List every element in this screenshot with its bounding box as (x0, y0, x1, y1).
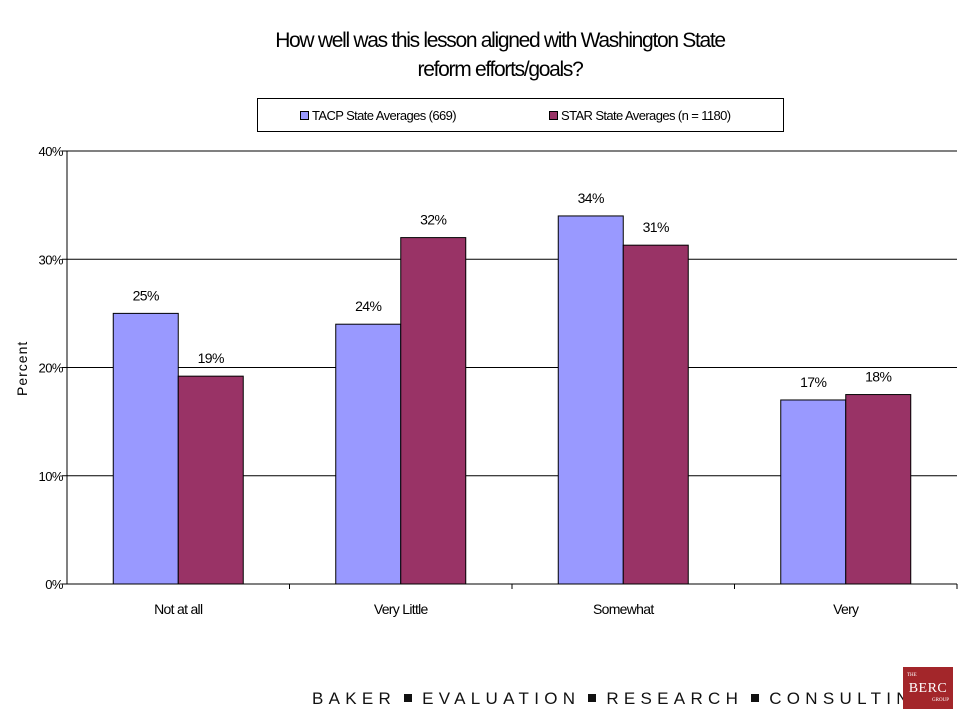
bar (112, 312, 179, 585)
bar (845, 394, 912, 585)
logo-bottom-text: GROUP (932, 698, 949, 703)
footer-word-consulting: CONSULTING (769, 689, 933, 708)
legend-label-tacp: TACP State Averages (669) (312, 108, 457, 123)
data-label: 24% (355, 298, 381, 314)
bar (780, 399, 847, 585)
berc-logo: THE BERC GROUP (903, 667, 953, 709)
y-tick-label: 20% (38, 361, 63, 376)
legend-item-star: STAR State Averages (n = 1180) (549, 108, 731, 123)
x-tick-label: Somewhat (593, 601, 654, 617)
footer-separator-icon (588, 694, 597, 703)
chart-title: How well was this lesson aligned with Wa… (200, 26, 800, 84)
footer-separator-icon (404, 694, 413, 703)
data-label: 31% (643, 219, 669, 235)
chart-title-line-1: How well was this lesson aligned with Wa… (275, 29, 726, 52)
chart-title-line-2: reform efforts/goals? (417, 58, 584, 81)
footer-word-research: RESEARCH (606, 689, 744, 708)
footer-word-baker: BAKER (312, 689, 397, 708)
legend-label-star: STAR State Averages (n = 1180) (561, 108, 731, 123)
y-tick-label: 0% (45, 577, 64, 592)
x-tick-label: Very Little (374, 601, 429, 617)
logo-top-text: THE (907, 673, 917, 678)
legend-item-tacp: TACP State Averages (669) (300, 108, 457, 123)
bar (622, 244, 689, 585)
chart-legend: TACP State Averages (669) STAR State Ave… (257, 98, 784, 132)
legend-swatch-star (549, 111, 558, 120)
y-tick-label: 40% (38, 144, 63, 159)
x-tick-label: Not at all (154, 601, 203, 617)
company-footer: BAKER EVALUATION RESEARCH CONSULTING (312, 689, 932, 709)
data-label: 17% (800, 374, 826, 390)
data-label: 19% (198, 350, 224, 366)
data-label: 32% (420, 212, 446, 228)
footer-word-evaluation: EVALUATION (422, 689, 581, 708)
y-tick-label: 30% (38, 252, 63, 267)
bar (557, 215, 624, 585)
data-label: 25% (133, 287, 159, 303)
legend-swatch-tacp (300, 111, 309, 120)
bar (400, 237, 467, 585)
x-tick-label: Very (833, 601, 859, 617)
data-label: 18% (865, 369, 891, 385)
logo-main-text: BERC (908, 681, 948, 696)
data-label: 34% (578, 190, 604, 206)
footer-separator-icon (751, 694, 760, 703)
bar (335, 323, 402, 585)
y-tick-label: 10% (38, 469, 63, 484)
bar (177, 375, 244, 585)
